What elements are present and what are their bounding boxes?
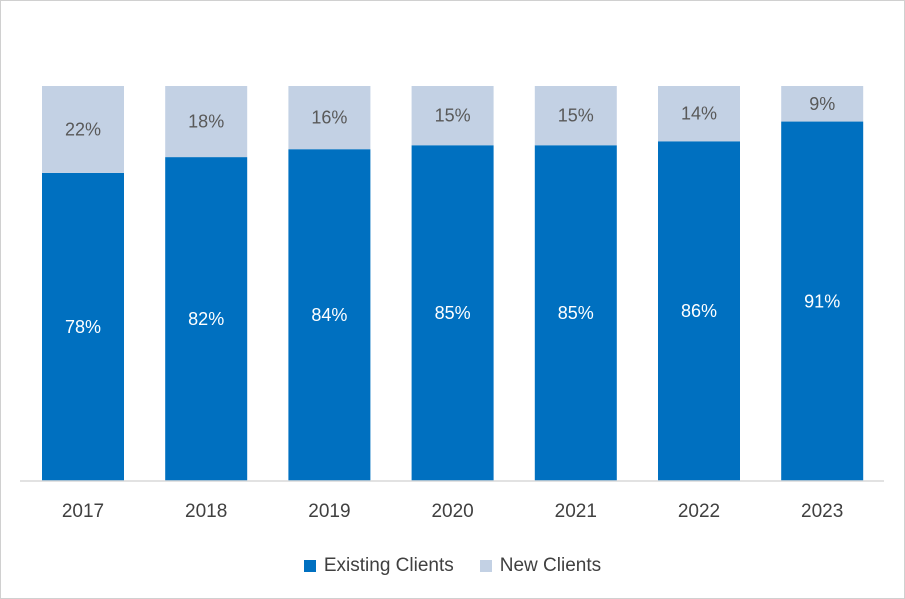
bar-existing-2018	[165, 157, 248, 481]
data-label-existing-2022: 86%	[681, 301, 717, 321]
x-tick-label-2020: 2020	[431, 501, 473, 522]
data-label-existing-2023: 91%	[804, 291, 840, 311]
bar-existing-2020	[411, 145, 494, 481]
data-label-new-2022: 14%	[681, 104, 717, 124]
legend-swatch-new	[479, 560, 492, 572]
bar-existing-2023	[781, 121, 864, 482]
legend-swatch-existing	[303, 560, 316, 572]
bar-existing-2017	[42, 172, 124, 481]
bar-new-2020	[411, 86, 494, 146]
x-tick-label-2019: 2019	[308, 501, 350, 522]
data-label-new-2021: 15%	[558, 106, 594, 126]
bar-existing-2021	[534, 145, 617, 481]
x-tick-label-2022: 2022	[678, 501, 720, 522]
data-label-existing-2018: 82%	[188, 309, 224, 329]
bar-existing-2022	[658, 141, 740, 482]
data-label-existing-2017: 78%	[65, 317, 101, 337]
data-label-new-2019: 16%	[311, 108, 347, 128]
x-tick-label-2023: 2023	[801, 501, 843, 522]
data-label-new-2020: 15%	[435, 106, 471, 126]
bar-existing-2019	[288, 149, 371, 481]
x-tick-label-2021: 2021	[555, 501, 597, 522]
legend-label-existing: Existing Clients	[323, 555, 454, 576]
legend-item-existing: Existing Clients	[303, 555, 454, 577]
x-tick-labels: 2017 2018 2019 2020 2021 2022 2023	[62, 501, 843, 522]
x-tick-label-2018: 2018	[185, 501, 227, 522]
bar-new-2019	[288, 86, 371, 150]
data-label-existing-2021: 85%	[558, 303, 594, 323]
legend-item-new: New Clients	[479, 555, 602, 577]
data-label-new-2018: 18%	[188, 112, 224, 132]
data-label-existing-2019: 84%	[311, 305, 347, 325]
bar-new-2021	[534, 86, 617, 146]
bar-new-2017	[42, 86, 124, 173]
x-tick-label-2017: 2017	[62, 501, 104, 522]
data-label-new-2017: 22%	[65, 119, 101, 139]
bars-group: 78% 22% 82% 18% 84% 16% 85% 15% 85% 15% 86% 14% 91% 9…	[42, 86, 864, 482]
data-label-new-2023: 9%	[809, 94, 835, 114]
bar-new-2022	[658, 86, 740, 142]
legend: Existing Clients New Clients	[0, 554, 905, 578]
data-label-existing-2020: 85%	[435, 303, 471, 323]
bar-new-2018	[165, 86, 248, 158]
bar-new-2023	[781, 86, 864, 122]
legend-label-new: New Clients	[499, 555, 602, 576]
